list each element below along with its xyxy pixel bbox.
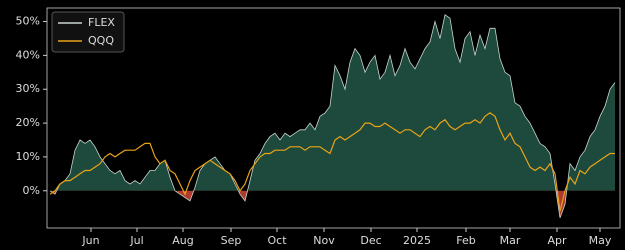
x-tick-label: Sep <box>221 234 242 247</box>
x-tick-label: Nov <box>313 234 335 247</box>
x-tick-label: Mar <box>500 234 521 247</box>
y-tick-label: 20% <box>16 116 40 129</box>
y-tick-label: 30% <box>16 82 40 95</box>
legend-label: FLEX <box>88 16 115 29</box>
plot-frame <box>46 7 621 229</box>
series-line <box>49 14 616 218</box>
x-tick-label: Jul <box>129 234 143 247</box>
y-tick-label: 10% <box>16 150 40 163</box>
y-tick-label: 50% <box>16 15 40 28</box>
x-tick-label: Aug <box>172 234 193 247</box>
series-line <box>49 112 615 212</box>
y-tick-label: 40% <box>16 48 40 61</box>
legend-box <box>51 11 125 53</box>
x-tick-label: Dec <box>360 234 381 247</box>
x-tick-label: Oct <box>267 234 287 247</box>
x-tick-label: Apr <box>547 234 567 247</box>
area-fill <box>50 14 615 191</box>
legend-label: QQQ <box>88 34 114 47</box>
x-tick-label: 2025 <box>403 234 431 247</box>
x-tick-label: May <box>589 234 612 247</box>
y-tick-label: 0% <box>23 184 40 197</box>
x-tick-label: Feb <box>456 234 475 247</box>
x-tick-label: Jun <box>81 234 99 247</box>
